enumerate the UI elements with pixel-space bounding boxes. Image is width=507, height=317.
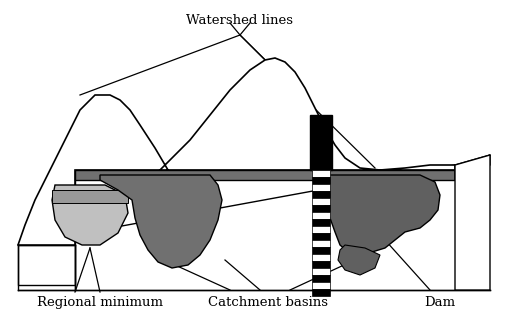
Polygon shape <box>75 170 455 180</box>
Polygon shape <box>312 282 330 289</box>
Polygon shape <box>312 212 330 219</box>
Text: Dam: Dam <box>424 296 456 309</box>
Polygon shape <box>312 198 330 205</box>
Text: Watershed lines: Watershed lines <box>187 14 294 27</box>
Polygon shape <box>312 254 330 261</box>
Polygon shape <box>18 58 455 245</box>
Polygon shape <box>312 184 330 191</box>
Polygon shape <box>312 177 330 184</box>
Polygon shape <box>312 170 330 177</box>
Text: Regional minimum: Regional minimum <box>37 296 163 309</box>
Polygon shape <box>310 115 332 170</box>
Polygon shape <box>312 247 330 254</box>
Polygon shape <box>312 268 330 275</box>
Polygon shape <box>312 226 330 233</box>
Polygon shape <box>312 219 330 226</box>
Polygon shape <box>312 275 330 282</box>
Polygon shape <box>52 190 128 203</box>
Polygon shape <box>100 175 222 268</box>
Polygon shape <box>455 155 490 290</box>
Text: Catchment basins: Catchment basins <box>208 296 328 309</box>
Polygon shape <box>312 205 330 212</box>
Polygon shape <box>52 185 128 245</box>
Polygon shape <box>312 191 330 198</box>
Polygon shape <box>318 175 440 255</box>
Polygon shape <box>455 155 490 180</box>
Polygon shape <box>18 245 75 285</box>
Polygon shape <box>312 289 330 296</box>
Polygon shape <box>338 245 380 275</box>
Polygon shape <box>312 240 330 247</box>
Polygon shape <box>312 261 330 268</box>
Polygon shape <box>312 233 330 240</box>
